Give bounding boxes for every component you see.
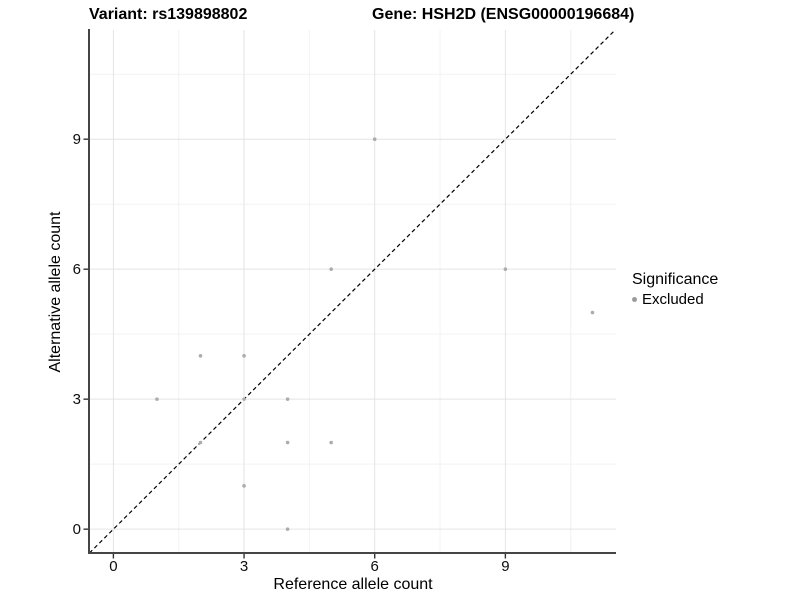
x-axis-title: Reference allele count: [273, 576, 433, 593]
legend-item-excluded: Excluded: [632, 291, 718, 308]
data-point: [285, 397, 290, 401]
y-tick-label: 0: [73, 521, 81, 538]
plot-title-gene: Gene: HSH2D (ENSG00000196684): [372, 6, 635, 23]
y-axis-title: Alternative allele count: [47, 211, 64, 373]
data-point: [503, 267, 508, 271]
x-tick-label: 3: [240, 558, 248, 575]
data-point: [590, 310, 595, 315]
identity-line: [89, 29, 616, 554]
plot-title: Variant: rs139898802 Gene: HSH2D (ENSG00…: [0, 6, 800, 28]
x-tick-label: 6: [371, 558, 379, 575]
data-point: [242, 354, 246, 358]
plot-title-variant: Variant: rs139898802: [89, 6, 248, 23]
data-point: [198, 440, 203, 445]
y-tick-label: 9: [73, 131, 81, 148]
data-point: [242, 397, 246, 401]
y-tick-label: 6: [73, 261, 81, 278]
legend-item-label: Excluded: [642, 291, 704, 308]
data-point: [329, 440, 333, 445]
data-point: [155, 397, 159, 401]
data-point: [285, 440, 290, 445]
data-point: [285, 527, 290, 531]
legend-point-icon: [632, 297, 637, 302]
data-point: [198, 354, 203, 358]
legend-title: Significance: [632, 271, 719, 288]
x-tick-label: 0: [109, 558, 117, 575]
y-tick-label: 3: [73, 391, 81, 408]
data-point: [329, 267, 333, 271]
legend: Significance Excluded: [632, 271, 718, 308]
x-tick-label: 9: [501, 558, 509, 575]
data-point: [372, 137, 377, 141]
data-point: [242, 484, 246, 488]
